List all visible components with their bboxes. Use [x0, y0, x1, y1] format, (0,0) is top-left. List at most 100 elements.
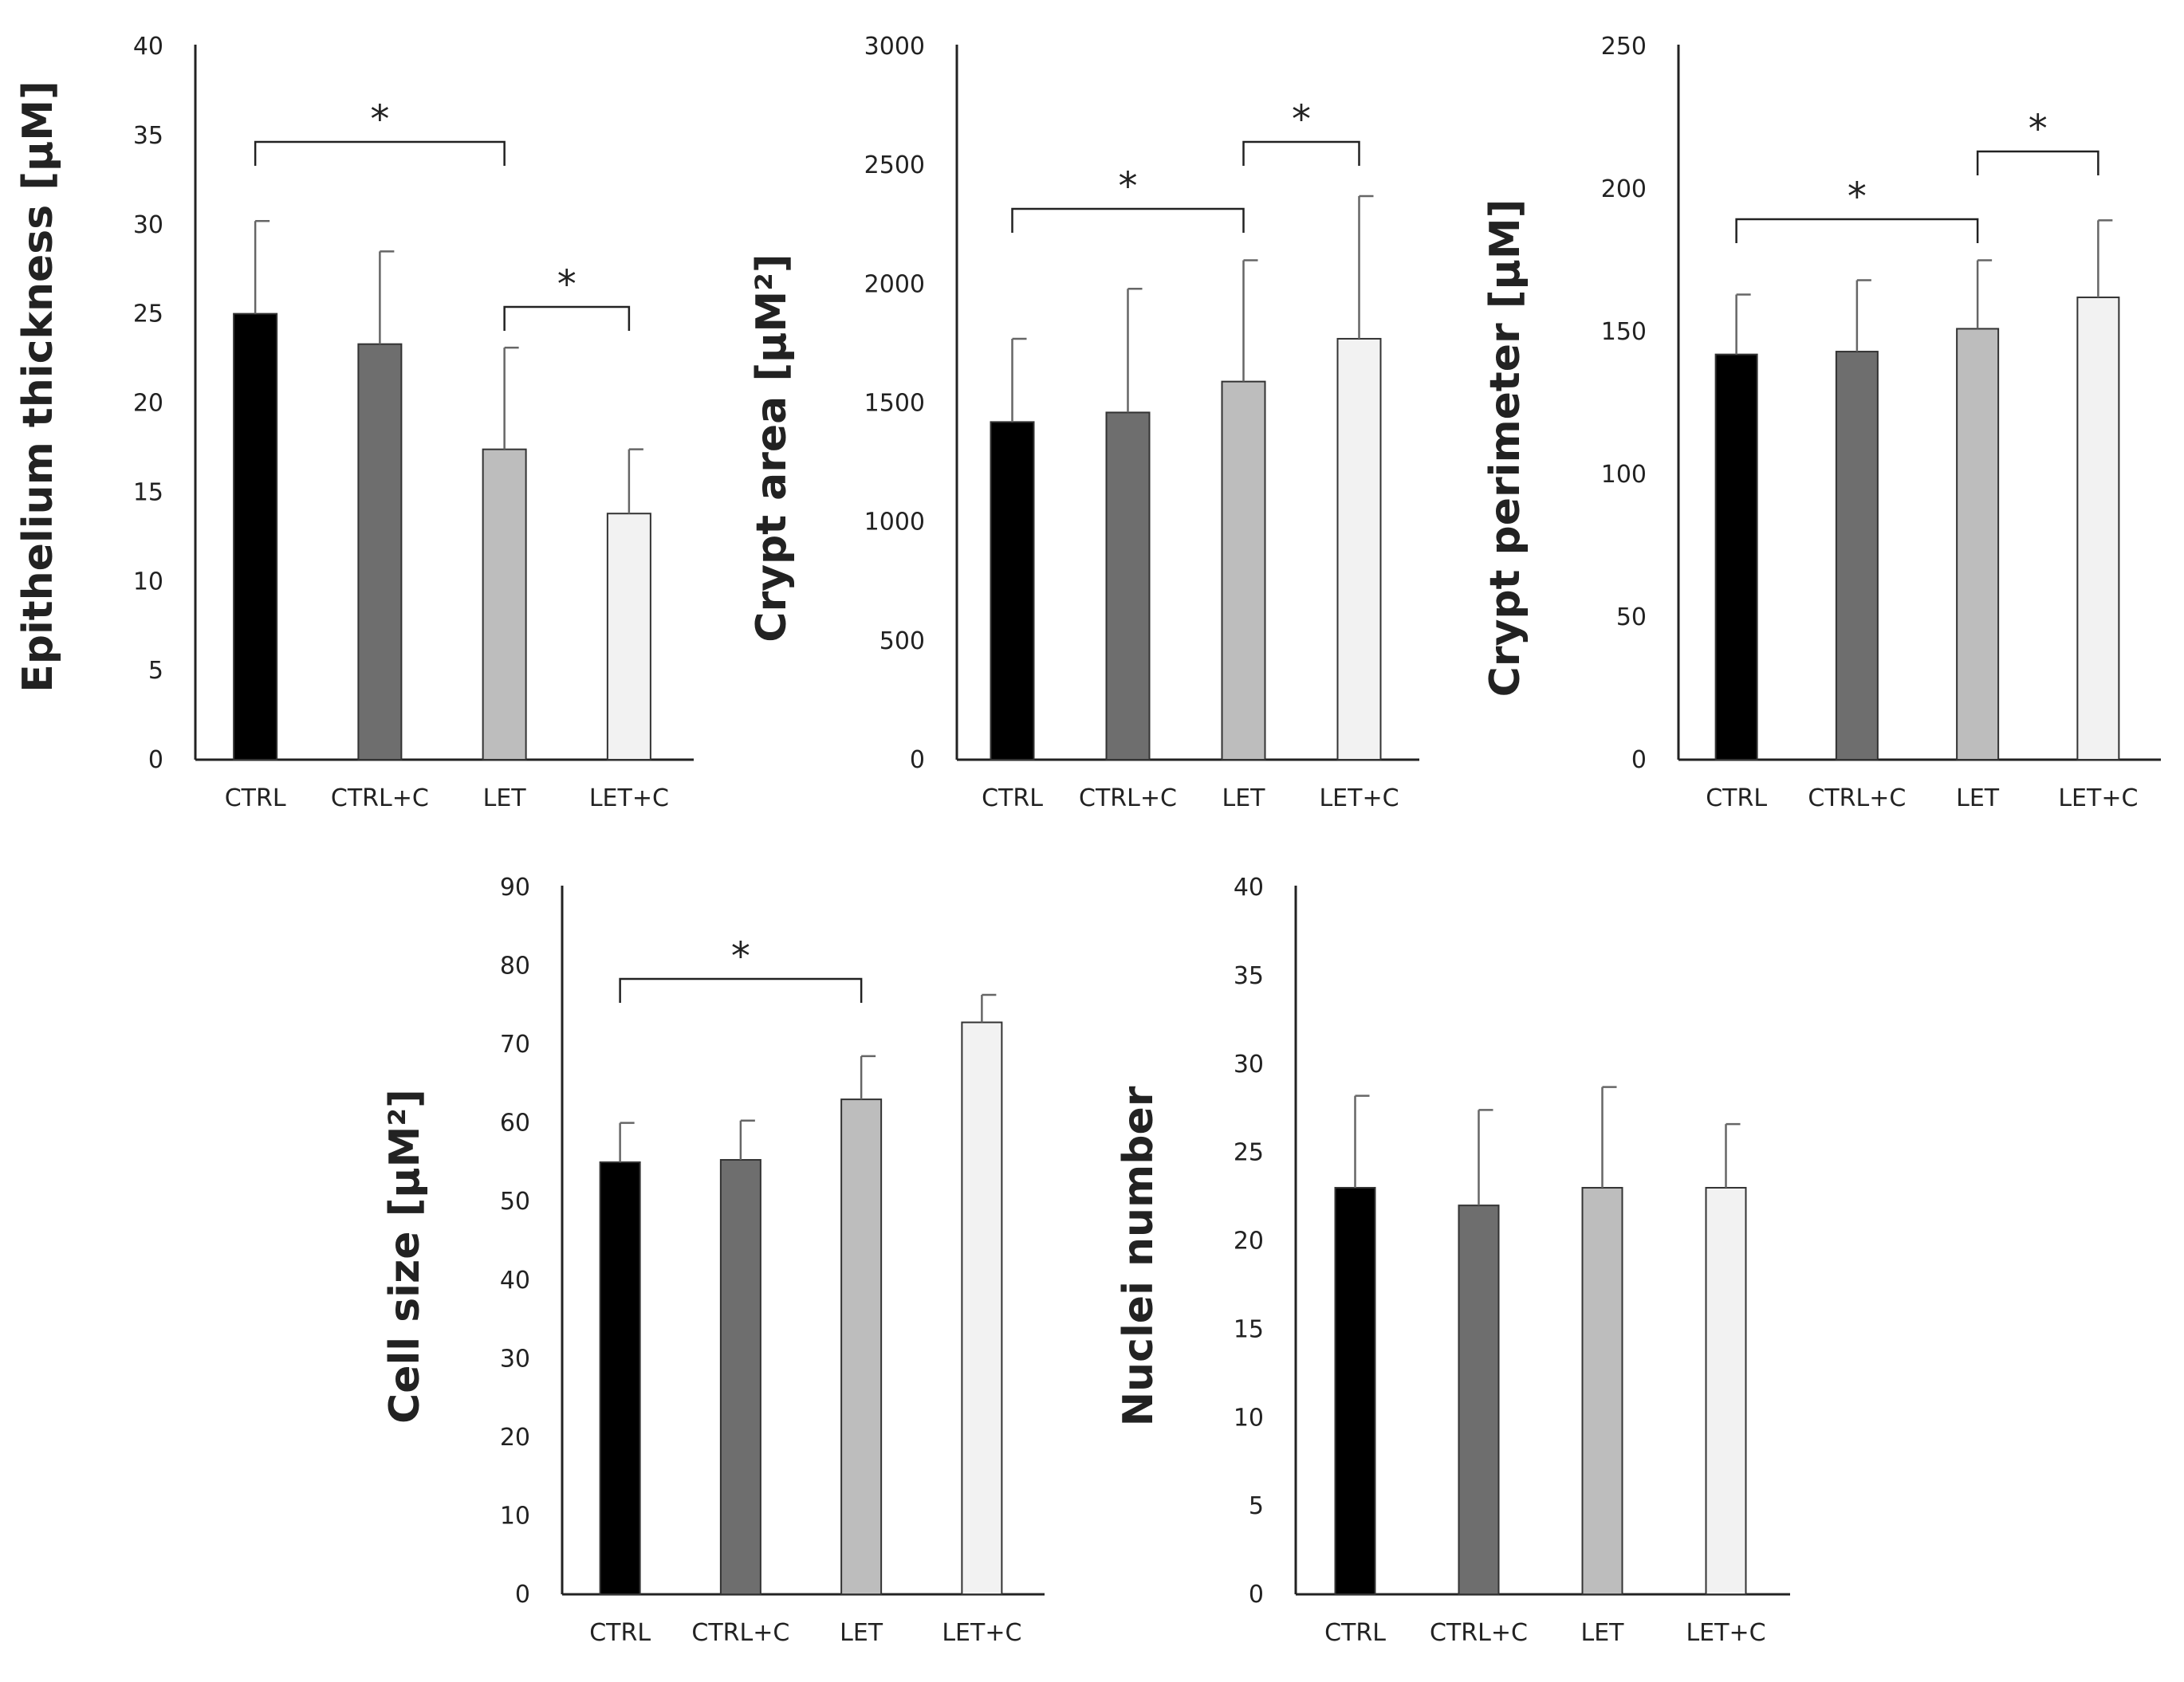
y-tick-label: 20	[500, 1424, 530, 1452]
y-axis-title: Crypt perimeter [µM]	[1482, 199, 1529, 698]
bar-ctrl-plus-c	[1835, 351, 1879, 760]
y-tick-label: 30	[1234, 1051, 1264, 1079]
bar-let	[482, 448, 527, 760]
y-tick-label: 200	[1601, 175, 1647, 203]
y-tick-label: 20	[1234, 1228, 1264, 1256]
bar-ctrl-plus-c	[1105, 411, 1151, 761]
bar-ctrl-plus-c	[1458, 1205, 1500, 1596]
significance-bracket	[254, 140, 506, 166]
y-tick-label: 60	[500, 1110, 530, 1138]
significance-star: *	[370, 97, 389, 142]
x-tick-label: CTRL	[1324, 1619, 1386, 1647]
y-axis-title: Crypt area [µM²]	[748, 253, 796, 642]
significance-star: *	[1119, 164, 1138, 209]
bar-let-plus-c	[2076, 297, 2120, 761]
y-tick-label: 40	[500, 1267, 530, 1295]
chart-panel-5: 0 5 10 15 20 25 30 35 40 Nuclei number CTRL CTRL+C L…	[1115, 874, 1790, 1647]
significance-bracket	[503, 305, 631, 331]
y-tick-label: 2500	[864, 151, 925, 179]
y-tick-label: 250	[1601, 33, 1647, 61]
significance-star: *	[1848, 175, 1867, 219]
x-tick-label: CTRL+C	[691, 1619, 789, 1647]
y-tick-label: 10	[1234, 1404, 1264, 1432]
significance-bracket	[1976, 150, 2099, 175]
y-tick-label: 25	[1234, 1139, 1264, 1167]
y-tick-label: 30	[133, 211, 163, 239]
y-tick-label: 35	[133, 122, 163, 150]
y-tick-label: 0	[515, 1581, 530, 1609]
bar-let	[840, 1098, 883, 1595]
bar-let-plus-c	[606, 513, 651, 760]
y-tick-label: 40	[133, 33, 163, 61]
y-axis-title: Epithelium thickness [µM]	[14, 81, 62, 693]
x-tick-label: LET+C	[1319, 784, 1399, 812]
y-tick-label: 100	[1601, 461, 1647, 489]
chart-panel-3: 0 50 100 150 200 250 Crypt perimeter [µM] CTRL C…	[1482, 33, 2161, 812]
x-tick-label: CTRL	[225, 784, 286, 812]
y-tick-label: 90	[500, 874, 530, 902]
x-tick-label: CTRL+C	[331, 784, 429, 812]
y-tick-label: 5	[148, 657, 163, 685]
x-tick-label: LET	[483, 784, 527, 812]
bar-ctrl	[233, 312, 278, 760]
bar-ctrl-plus-c	[357, 343, 403, 761]
y-tick-label: 40	[1234, 874, 1264, 902]
significance-bracket	[619, 977, 863, 1003]
x-tick-label: CTRL	[589, 1619, 651, 1647]
y-tick-label: 150	[1601, 318, 1647, 346]
chart-panel-4: 0 10 20 30 40 50 60 70 80 90 Cell size [µM²] CTRL CT…	[381, 874, 1045, 1647]
y-tick-label: 5	[1249, 1492, 1264, 1520]
x-tick-label: LET	[1222, 784, 1266, 812]
x-tick-label: LET+C	[942, 1619, 1021, 1647]
x-tick-label: CTRL	[1706, 784, 1767, 812]
y-tick-label: 0	[1249, 1581, 1264, 1609]
significance-bracket	[1011, 207, 1245, 233]
y-axis-title: Nuclei number	[1115, 1086, 1163, 1426]
bar-ctrl	[1334, 1186, 1376, 1595]
bar-ctrl	[599, 1161, 641, 1595]
y-tick-label: 70	[500, 1031, 530, 1059]
x-tick-label: LET	[1581, 1619, 1625, 1647]
y-tick-label: 10	[500, 1502, 530, 1530]
x-tick-label: CTRL+C	[1079, 784, 1177, 812]
chart-panel-2: 0 500 1000 1500 2000 2500 3000 Crypt area [µM²]…	[748, 33, 1419, 812]
y-tick-label: 2000	[864, 270, 925, 298]
y-tick-label: 0	[910, 746, 925, 774]
y-tick-label: 1500	[864, 390, 925, 418]
x-tick-label: LET	[1956, 784, 2000, 812]
y-axis-title: Cell size [µM²]	[381, 1089, 429, 1424]
y-tick-label: 35	[1234, 962, 1264, 990]
y-tick-label: 3000	[864, 33, 925, 61]
x-tick-label: LET+C	[2058, 784, 2138, 812]
significance-star: *	[731, 934, 750, 979]
y-tick-label: 10	[133, 568, 163, 595]
bar-let	[1221, 380, 1266, 760]
x-tick-label: LET+C	[1686, 1619, 1765, 1647]
bar-ctrl	[990, 421, 1035, 760]
bar-let	[1956, 328, 2000, 761]
significance-bracket	[1735, 218, 1979, 243]
y-tick-label: 15	[1234, 1315, 1264, 1343]
y-tick-label: 500	[880, 627, 925, 655]
y-tick-label: 80	[500, 953, 530, 981]
y-tick-label: 20	[133, 390, 163, 418]
significance-star: *	[1292, 97, 1311, 142]
bar-ctrl-plus-c	[719, 1158, 761, 1595]
y-tick-label: 50	[500, 1188, 530, 1216]
x-tick-label: CTRL+C	[1430, 1619, 1528, 1647]
bar-let-plus-c	[1705, 1186, 1747, 1595]
bar-let	[1581, 1186, 1623, 1595]
bar-let-plus-c	[1336, 337, 1382, 760]
significance-star: *	[557, 262, 576, 307]
y-tick-label: 30	[500, 1345, 530, 1373]
y-tick-label: 0	[1631, 746, 1647, 774]
y-tick-label: 25	[133, 301, 163, 328]
y-tick-label: 0	[148, 746, 163, 774]
y-tick-label: 50	[1616, 603, 1647, 631]
x-tick-label: LET	[840, 1619, 883, 1647]
significance-star: *	[2029, 107, 2048, 151]
x-tick-label: CTRL	[982, 784, 1043, 812]
x-tick-label: CTRL+C	[1808, 784, 1906, 812]
y-tick-label: 1000	[864, 509, 925, 536]
